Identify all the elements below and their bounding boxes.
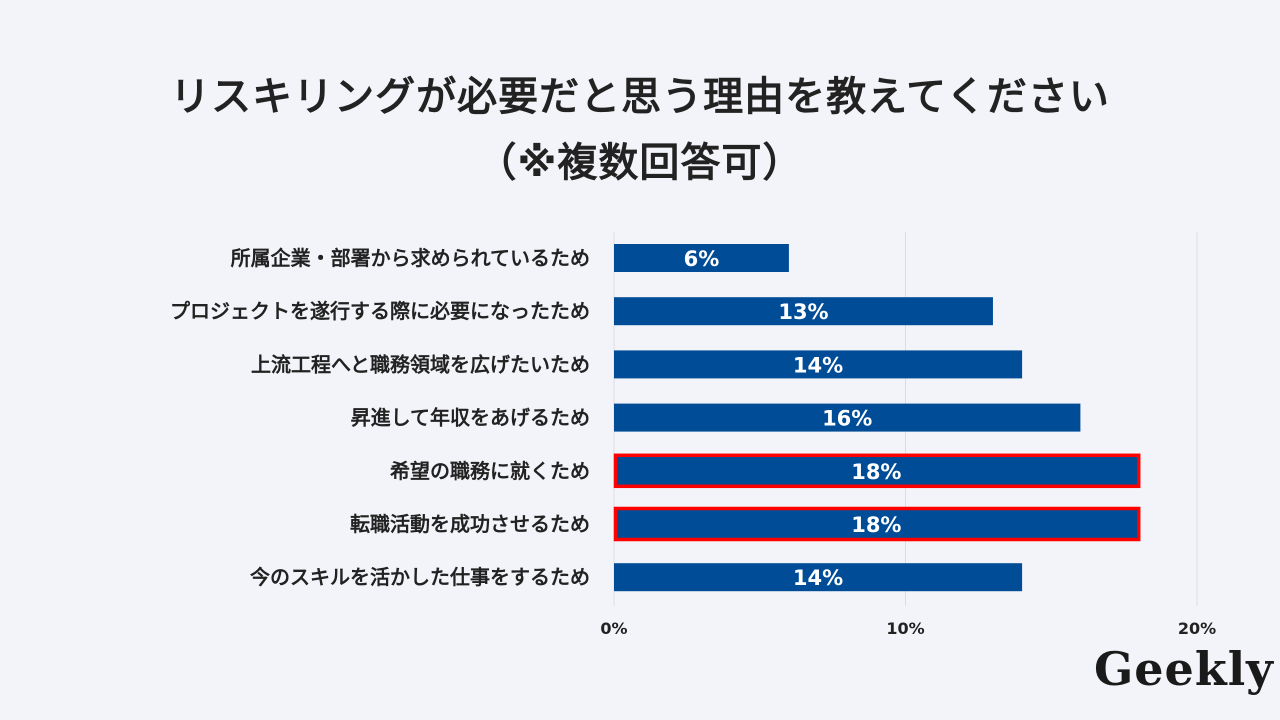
data-label: 14% [793,566,843,590]
bar-highlighted [613,506,1141,542]
category-label: プロジェクトを遂行する際に必要になったため [170,299,590,323]
category-label: 昇進して年収をあげるため [351,406,590,430]
bar [614,350,1023,379]
data-label: 16% [822,407,872,431]
data-label: 18% [851,460,901,484]
category-label: 転職活動を成功させるため [350,512,590,536]
geekly-logo: Geekly [1094,642,1274,696]
data-label: 18% [851,513,901,537]
bar-highlighted [613,453,1141,489]
x-tick-label: 10% [886,619,924,638]
category-label: 希望の職務に就くため [390,459,590,483]
category-label: 所属企業・部署から求められているため [231,246,590,270]
x-tick-label: 20% [1178,619,1216,638]
chart-title-line2: （※複数回答可） [476,140,804,186]
x-tick-label: 0% [600,619,627,638]
data-label: 14% [793,353,843,377]
category-label: 上流工程へと職務領域を広げたいため [251,352,590,376]
category-label: 今のスキルを活かした仕事をするため [250,565,590,589]
chart-title-line1: リスキリングが必要だと思う理由を教えてください [170,74,1110,120]
bar [614,244,789,272]
data-label: 6% [684,247,720,271]
bar [614,403,1081,432]
bar [614,297,993,326]
data-label: 13% [778,300,828,324]
bar [614,563,1023,592]
